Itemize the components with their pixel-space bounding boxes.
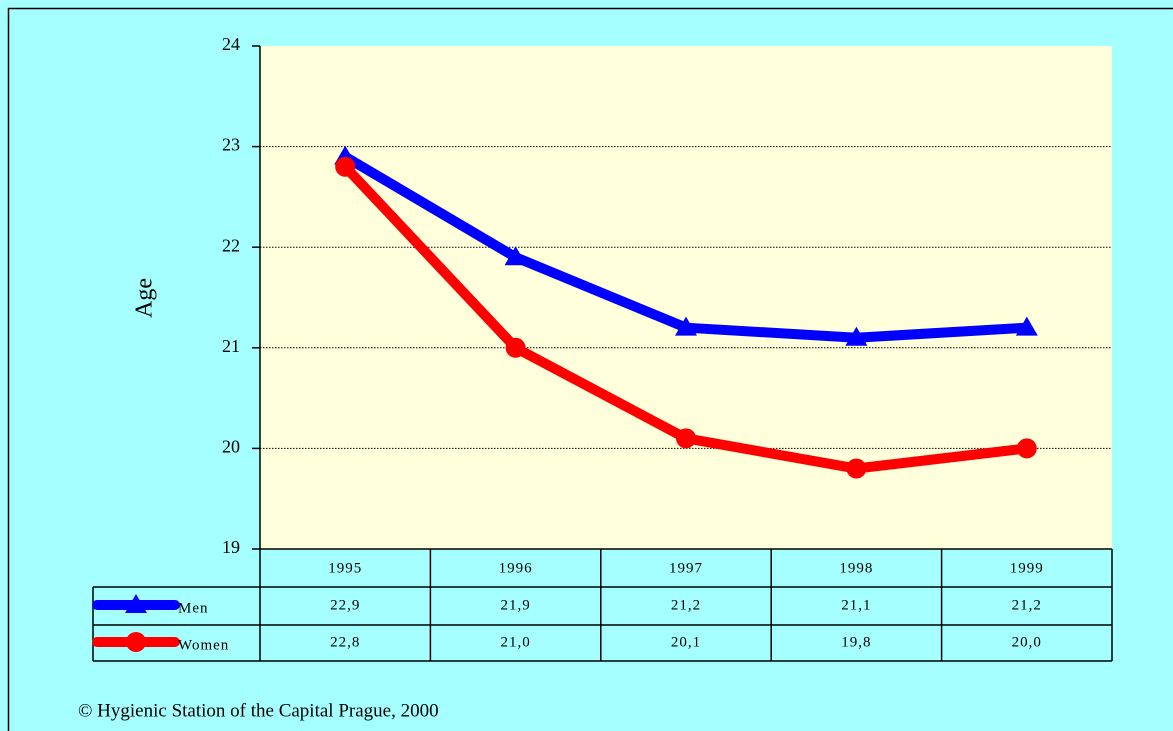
- legend-label: Women: [178, 637, 229, 653]
- marker: [335, 156, 356, 177]
- marker: [845, 326, 868, 346]
- x-tick-label: 1996: [499, 560, 533, 576]
- table-value: 21,1: [841, 597, 871, 613]
- frame: [7, 7, 1173, 731]
- y-tick-label: 20: [222, 437, 240, 457]
- y-tick-label: 23: [222, 135, 240, 155]
- marker: [675, 316, 697, 336]
- y-tick-label: 22: [222, 235, 240, 255]
- marker: [125, 594, 147, 613]
- table-value: 22,8: [330, 634, 360, 650]
- x-tick-label: 1998: [839, 560, 873, 576]
- legend-label: Men: [178, 600, 209, 616]
- table-value: 21,9: [500, 597, 530, 613]
- table-value: 20,0: [1012, 634, 1042, 650]
- marker: [1016, 438, 1037, 459]
- marker: [676, 428, 696, 449]
- table-value: 21,2: [671, 597, 701, 613]
- plot-area: [260, 46, 1112, 549]
- y-tick-label: 21: [222, 336, 240, 356]
- marker: [126, 632, 146, 652]
- table-value: 20,1: [671, 634, 701, 650]
- table-value: 21,2: [1012, 597, 1042, 613]
- table-value: 19,8: [841, 634, 871, 650]
- x-tick-label: 1997: [669, 560, 703, 576]
- x-tick-label: 1999: [1010, 560, 1044, 576]
- y-axis-label: Age: [132, 278, 158, 318]
- x-tick-label: 1995: [328, 560, 362, 576]
- table-value: 21,0: [500, 634, 530, 650]
- marker: [505, 337, 526, 358]
- y-tick-label: 24: [222, 34, 240, 54]
- table-value: 22,9: [330, 597, 360, 613]
- marker: [1015, 316, 1038, 336]
- y-tick-label: 19: [222, 537, 240, 557]
- marker: [846, 458, 867, 479]
- marker: [504, 246, 527, 266]
- source: © Hygienic Station of the Capital Prague…: [78, 700, 439, 721]
